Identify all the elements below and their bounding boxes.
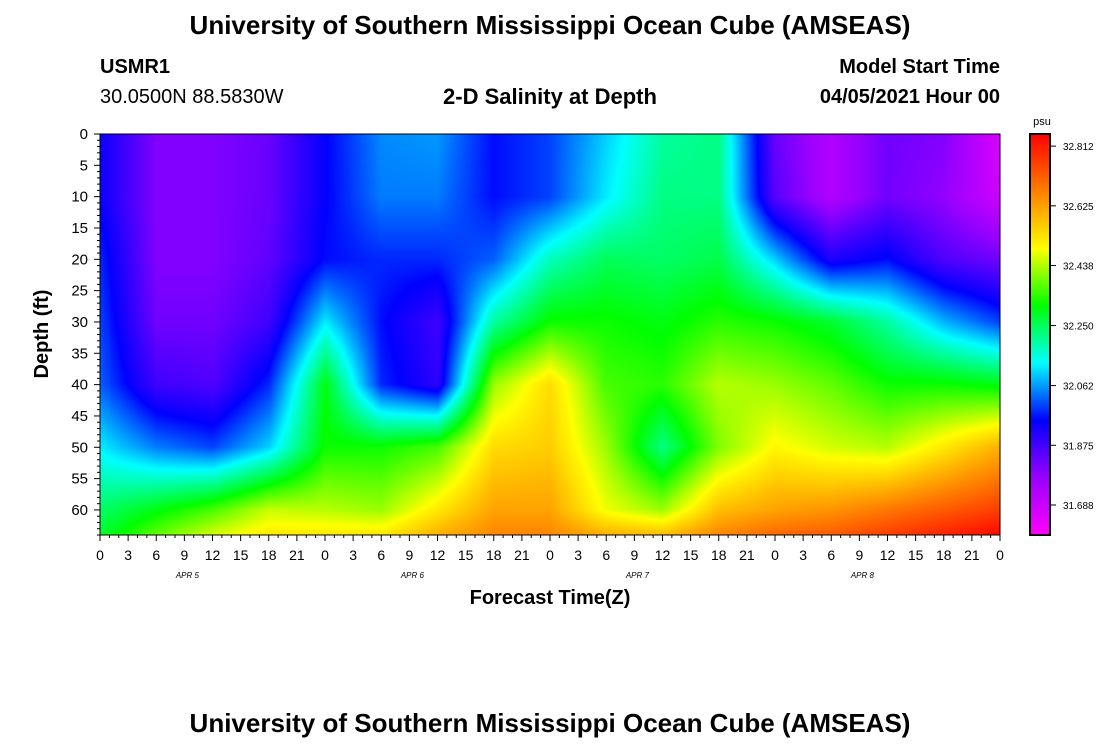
main-title: University of Southern Mississippi Ocean… — [189, 10, 911, 40]
y-tick-label: 40 — [71, 377, 88, 394]
plot-title: 2-D Salinity at Depth — [443, 84, 657, 109]
x-tick-label: 12 — [205, 547, 221, 563]
y-tick-label: 45 — [71, 408, 88, 425]
colorbar-tick-label: 31.875 — [1063, 441, 1094, 452]
x-tick-label: 9 — [405, 547, 413, 563]
x-tick-label: 0 — [546, 547, 554, 563]
x-tick-label: 0 — [996, 547, 1004, 563]
colorbar-ticks: 32.812 32.625 32.438 32.250 32.062 31.875 31.6… — [1050, 142, 1094, 512]
x-tick-label: 3 — [574, 547, 582, 563]
x-tick-label: 18 — [261, 547, 277, 563]
y-tick-label: 5 — [80, 157, 88, 174]
day-label: APR 6 — [400, 571, 425, 580]
x-tick-label: 6 — [152, 547, 160, 563]
day-label: APR 7 — [625, 571, 650, 580]
day-label: APR 5 — [175, 571, 200, 580]
x-tick-label: 6 — [377, 547, 385, 563]
x-tick-label: 21 — [514, 547, 530, 563]
y-tick-label: 50 — [71, 439, 88, 456]
x-tick-label: 18 — [486, 547, 502, 563]
x-tick-label: 9 — [630, 547, 638, 563]
colorbar-tick-label: 32.250 — [1063, 322, 1094, 333]
colorbar-tick-label: 32.062 — [1063, 382, 1094, 393]
x-tick-label: 15 — [683, 547, 699, 563]
y-tick-label: 0 — [80, 126, 88, 143]
x-tick-label: 3 — [349, 547, 357, 563]
colorbar-tick-label: 32.812 — [1063, 142, 1094, 153]
x-tick-label: 6 — [602, 547, 610, 563]
x-tick-label: 12 — [430, 547, 446, 563]
colorbar-tick-label: 32.438 — [1063, 262, 1094, 273]
colorbar — [1029, 133, 1051, 536]
x-tick-label: 15 — [908, 547, 924, 563]
x-tick-label: 0 — [771, 547, 779, 563]
y-tick-label: 30 — [71, 314, 88, 331]
colorbar-tick-label: 31.688 — [1063, 501, 1094, 512]
x-tick-label: 3 — [799, 547, 807, 563]
x-tick-label: 9 — [180, 547, 188, 563]
x-tick-label: 21 — [739, 547, 755, 563]
station-id: USMR1 — [100, 56, 171, 78]
y-tick-label: 25 — [71, 283, 88, 300]
heatmap-field — [100, 134, 1000, 535]
model-start-label: Model Start Time — [839, 56, 1000, 78]
footer-title: University of Southern Mississippi Ocean… — [189, 708, 911, 738]
x-tick-label: 3 — [124, 547, 132, 563]
day-label: APR 8 — [850, 571, 875, 580]
x-tick-label: 15 — [458, 547, 474, 563]
model-start-value: 04/05/2021 Hour 00 — [819, 86, 1000, 108]
x-tick-label: 6 — [827, 547, 835, 563]
y-tick-label: 10 — [71, 189, 88, 206]
x-tick-label: 9 — [855, 547, 863, 563]
y-axis-label: Depth (ft) — [31, 290, 53, 379]
x-tick-label: 18 — [711, 547, 727, 563]
x-tick-label: 21 — [289, 547, 305, 563]
y-axis: 0 5 10 15 20 25 30 35 40 45 50 55 60 — [71, 126, 100, 536]
x-tick-label: 18 — [936, 547, 952, 563]
x-axis: 0 3 6 9 12 15 18 21 0 3 6 9 12 15 18 21 0 3 6 9 12 15 18 21 0 3 6 9… — [96, 535, 1004, 580]
station-coordinates: 30.0500N 88.5830W — [100, 86, 284, 108]
y-tick-label: 60 — [71, 502, 88, 519]
y-tick-label: 15 — [71, 220, 88, 237]
x-tick-label: 0 — [321, 547, 329, 563]
x-tick-label: 15 — [233, 547, 249, 563]
colorbar-tick-label: 32.625 — [1063, 202, 1094, 213]
colorbar-unit: psu — [1033, 116, 1051, 128]
x-tick-label: 21 — [964, 547, 980, 563]
y-tick-label: 20 — [71, 251, 88, 268]
x-tick-label: 0 — [96, 547, 104, 563]
x-tick-label: 12 — [880, 547, 896, 563]
x-axis-label: Forecast Time(Z) — [470, 587, 631, 609]
y-tick-label: 35 — [71, 345, 88, 362]
x-tick-label: 12 — [655, 547, 671, 563]
y-tick-label: 55 — [71, 471, 88, 488]
